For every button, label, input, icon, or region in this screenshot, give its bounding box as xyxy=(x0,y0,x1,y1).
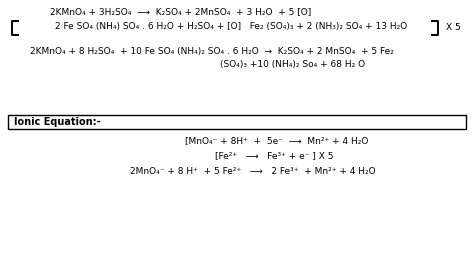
Text: [MnO₄⁻ + 8H⁺  +  5e⁻  ⟶  Mn²⁺ + 4 H₂O: [MnO₄⁻ + 8H⁺ + 5e⁻ ⟶ Mn²⁺ + 4 H₂O xyxy=(185,136,368,145)
Text: 2 Fe SO₄ (NH₄) SO₄ . 6 H₂O + H₂SO₄ + [O]   Fe₂ (SO₄)₃ + 2 (NH₃)₂ SO₄ + 13 H₂O: 2 Fe SO₄ (NH₄) SO₄ . 6 H₂O + H₂SO₄ + [O]… xyxy=(55,22,407,31)
Text: 2MnO₄⁻ + 8 H⁺  + 5 Fe²⁺   ⟶   2 Fe³⁺  + Mn²⁺ + 4 H₂O: 2MnO₄⁻ + 8 H⁺ + 5 Fe²⁺ ⟶ 2 Fe³⁺ + Mn²⁺ +… xyxy=(130,167,375,176)
Text: [Fe²⁺   ⟶   Fe³⁺ + e⁻ ] X 5: [Fe²⁺ ⟶ Fe³⁺ + e⁻ ] X 5 xyxy=(215,151,334,160)
Text: 2KMnO₄ + 8 H₂SO₄  + 10 Fe SO₄ (NH₄)₂ SO₄ . 6 H₂O  →  K₂SO₄ + 2 MnSO₄  + 5 Fe₂: 2KMnO₄ + 8 H₂SO₄ + 10 Fe SO₄ (NH₄)₂ SO₄ … xyxy=(30,47,394,56)
Text: (SO₄)₃ +10 (NH₄)₂ So₄ + 68 H₂ O: (SO₄)₃ +10 (NH₄)₂ So₄ + 68 H₂ O xyxy=(220,60,365,69)
FancyBboxPatch shape xyxy=(8,115,466,129)
Text: 2KMnO₄ + 3H₂SO₄  ⟶  K₂SO₄ + 2MnSO₄  + 3 H₂O  + 5 [O]: 2KMnO₄ + 3H₂SO₄ ⟶ K₂SO₄ + 2MnSO₄ + 3 H₂O… xyxy=(50,7,311,16)
Text: Ionic Equation:-: Ionic Equation:- xyxy=(14,117,100,127)
Text: X 5: X 5 xyxy=(446,24,461,32)
